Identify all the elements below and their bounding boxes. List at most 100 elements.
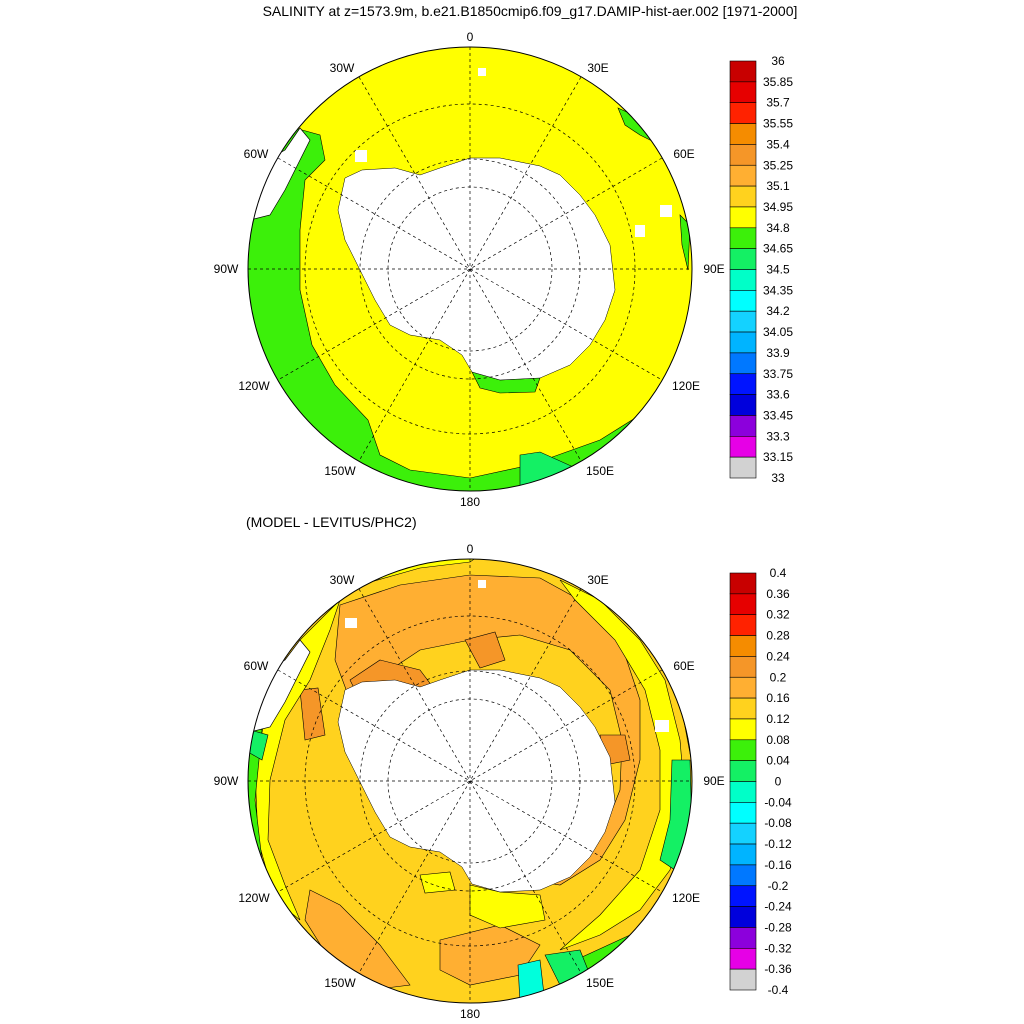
- colorbar-swatch: [729, 656, 757, 678]
- colorbar-swatch: [729, 227, 757, 249]
- colorbar-swatch: [729, 456, 757, 479]
- colorbar-swatch: [729, 614, 757, 636]
- colorbar-swatch: [729, 906, 757, 928]
- region-dark-orange-2: [464, 631, 506, 669]
- colorbar-swatch: [729, 676, 757, 699]
- colorbar-tick-label: -0.04: [764, 795, 792, 809]
- colorbar-swatch: [729, 927, 757, 949]
- colorbar-tick-label: 33.15: [763, 450, 793, 464]
- region-orange-sw: [304, 889, 411, 991]
- colorbar-tick-label: -0.2: [768, 879, 789, 893]
- region-green-west: [248, 119, 692, 491]
- colorbar-swatch: [729, 635, 757, 657]
- colorbar-tick-label: 0.12: [766, 712, 790, 726]
- colorbar-tick-label: 34.8: [766, 221, 790, 235]
- colorbar-tick-label: 34.2: [766, 304, 790, 318]
- colorbar-tick-label: -0.24: [764, 900, 792, 914]
- colorbar-tick-label: -0.4: [768, 983, 789, 997]
- colorbar-tick-label: 33.9: [766, 346, 790, 360]
- difference-map: 0 30E 60E 90E 120E 150E 180 150W 120W 90…: [214, 542, 725, 1021]
- colorbar-tick-label: -0.12: [764, 837, 792, 851]
- colorbar-swatch: [729, 290, 757, 312]
- colorbar-swatch: [729, 697, 757, 720]
- colorbar-swatch: [729, 144, 757, 166]
- colorbar-tick-label: 0.16: [766, 691, 790, 705]
- colorbar-tick-label: 0.4: [770, 566, 787, 580]
- map-border-top: [247, 46, 693, 492]
- lon-labels-top: 0 30E 60E 90E 120E 150E 180 150W 120W 90…: [214, 30, 725, 509]
- colorbar-tick-label: 33.75: [763, 367, 793, 381]
- colorbar-swatch: [729, 248, 757, 270]
- colorbar-difference: 0.4 0.36 0.32 0.28 0.24 0.2 0.16 0.12 0.08 0.04 0 -…: [729, 566, 792, 997]
- colorbar-swatch: [729, 373, 757, 395]
- colorbar-swatch: [729, 60, 757, 83]
- region-yellow-east: [559, 579, 686, 951]
- map-title-difference: (MODEL - LEVITUS/PHC2): [246, 514, 417, 530]
- colorbar-tick-label: 34.05: [763, 325, 793, 339]
- colorbar-tick-label: 35.4: [766, 137, 790, 151]
- region-dark-orange-4: [299, 687, 326, 741]
- colorbar-swatch: [729, 885, 757, 907]
- colorbar-tick-label: 33: [771, 471, 785, 485]
- graticule-top: [248, 47, 692, 491]
- colorbar-tick-label: -0.08: [764, 816, 792, 830]
- colorbar-swatch: [729, 968, 757, 991]
- colorbar-swatch: [729, 310, 757, 333]
- lon-label: 150E: [586, 976, 614, 990]
- colorbar-tick-label: 35.85: [763, 75, 793, 89]
- colorbar-tick-label: -0.32: [764, 941, 792, 955]
- colorbar-swatch: [729, 81, 757, 103]
- lon-label: 90E: [703, 774, 724, 788]
- colorbar-tick-label: 33.45: [763, 408, 793, 422]
- lon-label: 180: [460, 495, 480, 509]
- colorbar-tick-label: 33.6: [766, 388, 790, 402]
- colorbar-swatch: [729, 947, 757, 970]
- colorbar-tick-label: 0.08: [766, 733, 790, 747]
- lon-label: 0: [467, 30, 474, 44]
- colorbar-swatch: [729, 760, 757, 782]
- colorbar-tick-label: 35.55: [763, 117, 793, 131]
- colorbar-swatch: [729, 593, 757, 615]
- land-south-america: [249, 639, 311, 733]
- colorbar-swatch: [729, 843, 757, 866]
- lon-label: 120E: [672, 379, 700, 393]
- colorbar-tick-label: 35.7: [766, 96, 790, 110]
- colorbar-tick-label: -0.36: [764, 962, 792, 976]
- colorbar-swatch: [729, 781, 757, 803]
- lon-label: 60W: [244, 659, 269, 673]
- lon-label: 30W: [330, 573, 355, 587]
- colorbar-swatch: [729, 123, 757, 145]
- colorbar-swatch: [729, 572, 757, 595]
- colorbar-swatch: [729, 822, 757, 845]
- colorbar-tick-label: 34.5: [766, 263, 790, 277]
- colorbar-swatch: [729, 352, 757, 375]
- region-yellow-pocket: [419, 871, 456, 894]
- colorbar-tick-label: 0.04: [766, 754, 790, 768]
- colorbar-swatch: [729, 102, 757, 124]
- colorbar-tick-label: -0.16: [764, 858, 792, 872]
- graticule-bottom: [248, 559, 692, 1003]
- colorbar-tick-label: 0: [775, 775, 782, 789]
- colorbar-tick-label: 0.36: [766, 587, 790, 601]
- colorbar-swatch: [729, 394, 757, 416]
- lon-labels-bottom: 0 30E 60E 90E 120E 150E 180 150W 120W 90…: [214, 542, 725, 1021]
- colorbar-swatch: [729, 435, 757, 458]
- colorbar-tick-label: 35.25: [763, 158, 793, 172]
- colorbar-swatch: [729, 185, 757, 208]
- colorbar-tick-label: 0.32: [766, 608, 790, 622]
- lon-label: 120W: [238, 379, 270, 393]
- colorbar-swatch: [729, 331, 757, 354]
- colorbar-tick-label: 35.1: [766, 179, 790, 193]
- lon-label: 60E: [673, 659, 694, 673]
- lon-label: 90E: [703, 262, 724, 276]
- colorbar-swatch: [729, 864, 757, 887]
- lon-label: 120W: [238, 891, 270, 905]
- colorbar-tick-label: 36: [771, 54, 785, 68]
- colorbar-swatch: [729, 269, 757, 291]
- lon-label: 0: [467, 542, 474, 556]
- lon-label: 150W: [324, 976, 356, 990]
- lon-label: 30E: [587, 61, 608, 75]
- colorbar-tick-label: 34.35: [763, 283, 793, 297]
- lon-label: 30W: [330, 61, 355, 75]
